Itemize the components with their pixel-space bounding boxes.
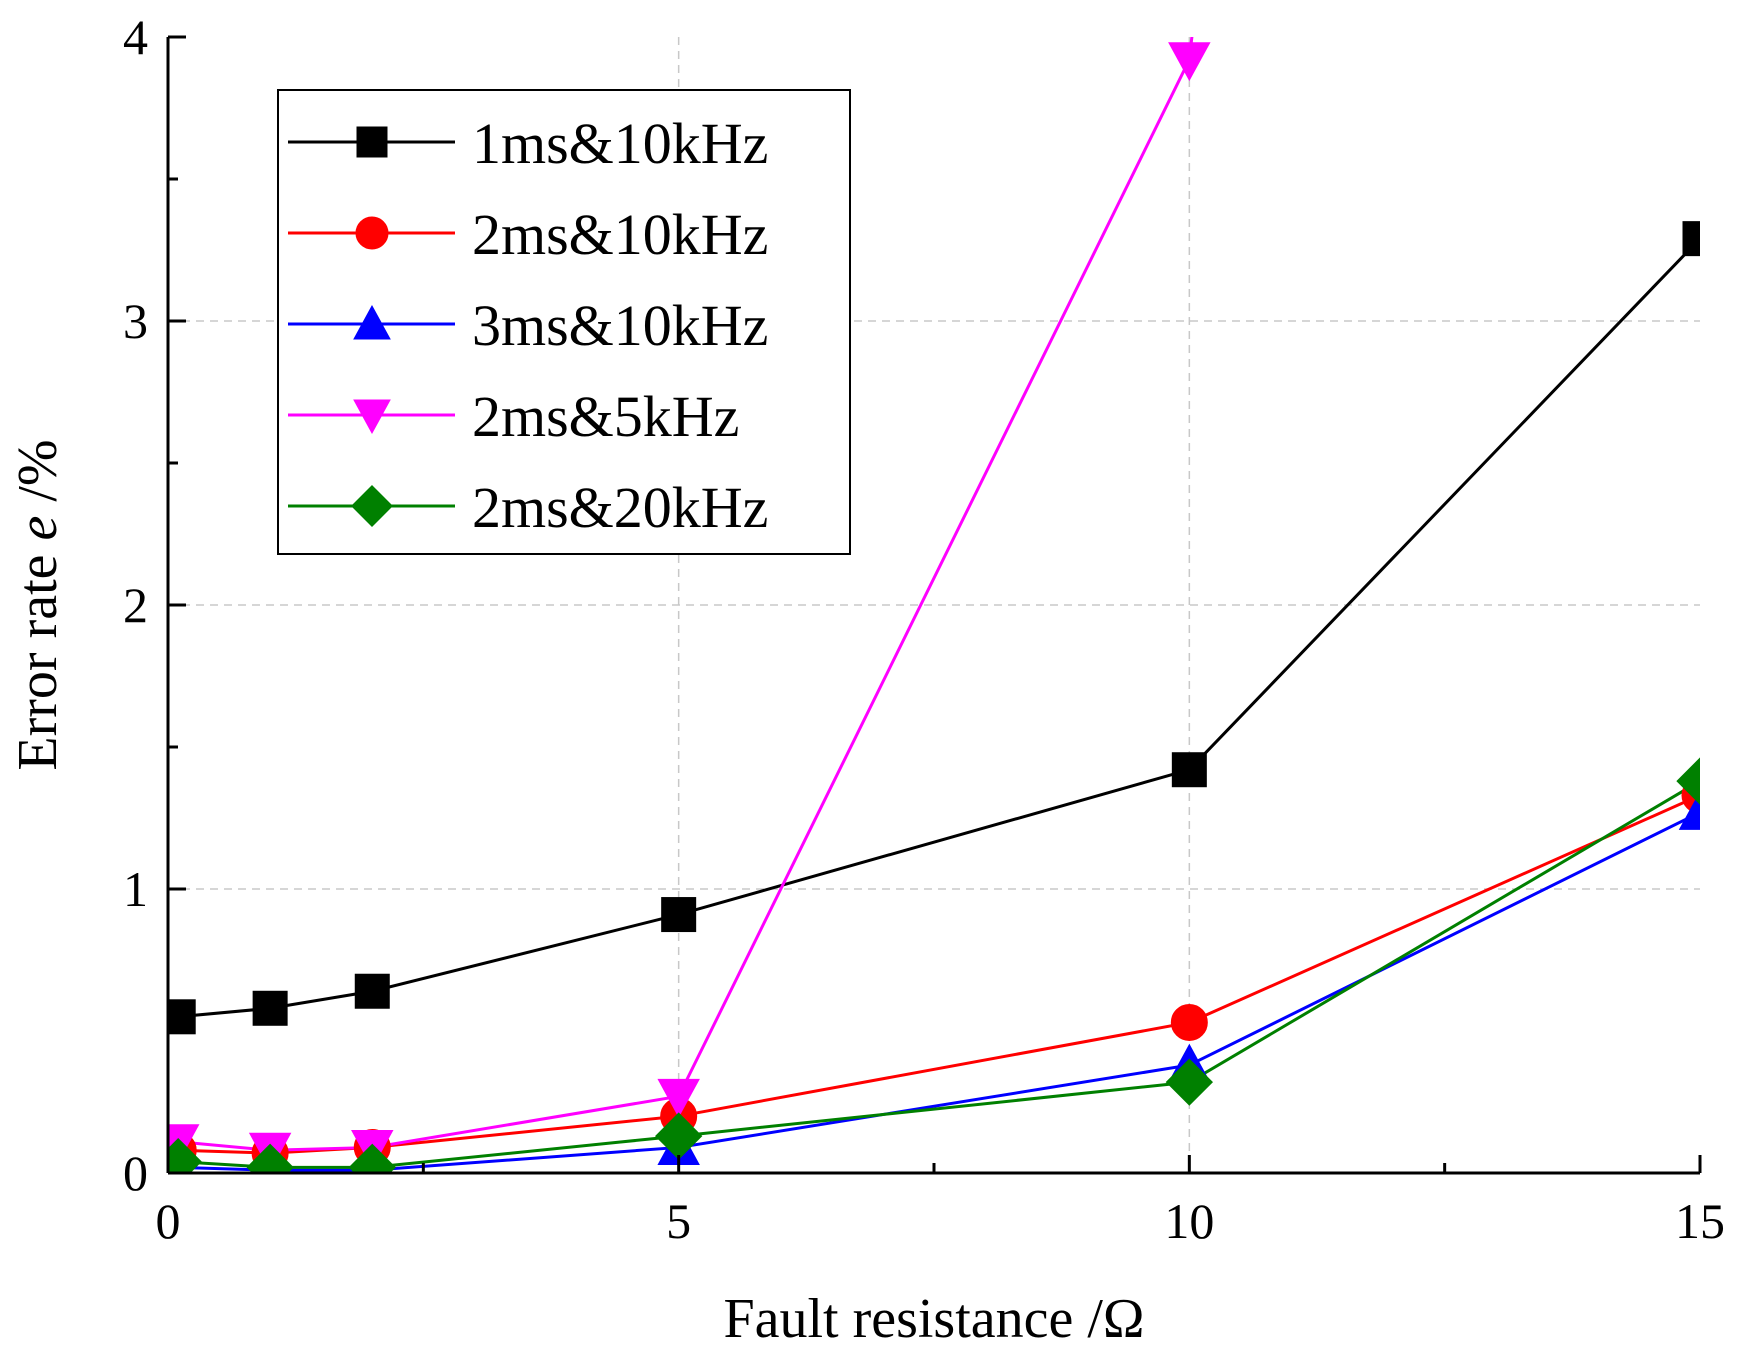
legend: 1ms&10kHz 2ms&10kHz 3ms&10kHz 2ms&5kHz 2ms&2… bbox=[277, 89, 851, 555]
y-axis-title-suffix: /% bbox=[7, 439, 69, 515]
legend-marker-3 bbox=[353, 399, 391, 435]
y-axis-title-prefix: Error rate bbox=[7, 541, 69, 771]
data-point-series-0 bbox=[168, 999, 196, 1035]
x-tick-label: 5 bbox=[666, 1193, 691, 1249]
data-point-series-4 bbox=[348, 1143, 396, 1173]
marker-layer bbox=[168, 42, 1700, 1173]
data-point-series-3 bbox=[657, 1078, 700, 1118]
axes: 0 1 2 3 4 0 5 10 15 bbox=[123, 9, 1725, 1249]
data-point-series-0 bbox=[354, 973, 390, 1009]
legend-label-3: 2ms&5kHz bbox=[472, 384, 739, 449]
y-tick-label: 3 bbox=[123, 293, 148, 349]
data-point-series-4 bbox=[246, 1143, 294, 1173]
data-point-series-4 bbox=[1165, 1058, 1213, 1106]
legend-marker-1 bbox=[355, 216, 389, 250]
y-axis-title-variable: e bbox=[7, 516, 69, 541]
legend-label-0: 1ms&10kHz bbox=[472, 111, 768, 176]
x-axis-title: Fault resistance /Ω bbox=[723, 1288, 1144, 1350]
y-tick-label: 2 bbox=[123, 577, 148, 633]
legend-marker-2 bbox=[353, 304, 391, 340]
y-axis-title: Error rate e /% bbox=[7, 439, 69, 770]
legend-label-4: 2ms&20kHz bbox=[472, 475, 768, 540]
data-point-series-2 bbox=[1678, 790, 1700, 830]
legend-label-2: 3ms&10kHz bbox=[472, 293, 768, 358]
y-tick-label: 0 bbox=[123, 1145, 148, 1201]
data-point-series-0 bbox=[252, 990, 288, 1026]
data-point-series-1 bbox=[1170, 1003, 1208, 1041]
y-tick-label: 1 bbox=[123, 861, 148, 917]
x-tick-label: 15 bbox=[1675, 1193, 1725, 1249]
x-tick-label: 0 bbox=[156, 1193, 181, 1249]
data-point-series-0 bbox=[1682, 221, 1700, 257]
data-point-series-4 bbox=[1676, 757, 1700, 805]
x-tick-label: 10 bbox=[1164, 1193, 1214, 1249]
legend-marker-0 bbox=[356, 126, 388, 158]
data-point-series-4 bbox=[168, 1137, 202, 1173]
data-point-series-0 bbox=[1171, 752, 1207, 788]
legend-marker-4 bbox=[351, 485, 393, 527]
data-point-series-0 bbox=[661, 897, 697, 933]
legend-label-1: 2ms&10kHz bbox=[472, 202, 768, 267]
data-point-series-3 bbox=[1168, 42, 1211, 82]
y-tick-label: 4 bbox=[123, 9, 148, 65]
